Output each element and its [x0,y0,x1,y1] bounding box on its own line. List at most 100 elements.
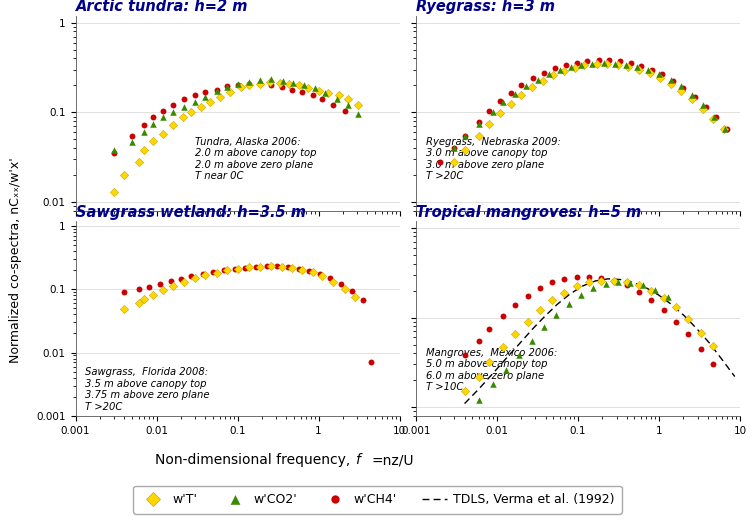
Text: Tropical mangroves: h=5 m: Tropical mangroves: h=5 m [416,204,641,219]
Point [133,285,145,293]
Point [697,101,709,110]
Point [686,95,698,103]
Point [356,295,368,304]
Point [644,69,656,77]
Point [656,70,668,79]
Point [571,272,583,281]
Point [483,358,495,366]
Point [546,278,558,287]
Point [143,282,155,291]
Point [599,280,612,288]
Point [515,91,527,99]
Point [670,318,682,326]
Point [199,271,211,280]
Point [178,278,190,286]
Point [513,351,525,359]
Point [342,95,354,103]
Point [646,295,658,304]
Point [190,98,202,107]
Point [558,275,570,283]
Point [165,277,177,285]
Point [221,83,233,92]
Point [167,282,179,290]
Point [190,91,202,99]
Point [677,84,689,93]
Point [473,118,485,126]
Point [520,82,532,90]
Point [707,114,720,123]
Point [178,103,190,111]
Point [167,108,179,116]
Point [710,113,723,122]
Point [510,330,522,338]
Point [325,274,337,282]
Point [505,100,517,108]
Point [622,63,634,71]
Point [487,380,499,388]
Point [265,81,277,89]
Point [569,63,581,72]
Point [633,66,645,74]
Point [559,61,572,69]
Point [167,121,179,129]
Point [229,265,241,273]
Point [199,93,211,101]
Text: Mangroves,  Mexico 2006:
5.0 m above canopy top
6.0 m above zero plane
T >10C: Mangroves, Mexico 2006: 5.0 m above cano… [426,348,557,393]
Point [631,63,643,71]
Point [581,57,593,65]
Point [327,101,339,110]
Point [339,285,351,293]
Point [721,125,733,134]
Point [346,287,358,295]
Point [473,132,485,140]
Point [167,100,179,109]
Point [661,293,673,302]
Point [537,76,549,85]
Point [298,81,310,89]
Point [138,295,150,303]
Point [554,66,566,74]
Point [448,144,461,152]
Point [232,81,244,89]
Point [138,146,150,154]
Point [339,107,351,115]
Point [510,89,522,98]
Point [232,265,244,273]
Point [525,83,538,92]
Point [664,80,676,88]
Point [307,268,319,277]
Point [534,283,546,292]
Text: Sawgrass,  Florida 2008:
3.5 m above canopy top
3.75 m above zero plane
T >20C: Sawgrass, Florida 2008: 3.5 m above cano… [85,367,210,412]
Point [458,146,470,154]
Point [558,289,570,297]
Point [621,281,633,290]
Point [595,277,607,285]
Point [571,282,583,290]
Point [133,299,145,307]
Point [612,61,624,70]
Point [119,288,131,296]
Point [473,336,485,345]
Point [653,70,665,79]
Point [708,112,720,121]
Point [473,120,485,128]
Point [243,263,255,271]
Point [500,366,512,374]
Point [353,110,365,119]
Point [683,330,695,339]
Point [624,278,636,287]
Point [636,281,649,289]
Point [695,329,707,337]
Point [196,270,208,278]
Point [655,73,667,82]
Point [342,101,354,110]
Point [365,358,378,367]
Point [293,81,305,89]
Point [195,103,207,111]
Point [316,272,328,280]
Point [223,87,236,96]
Point [333,91,345,99]
Point [473,396,485,405]
Point [243,81,255,89]
Point [608,277,620,285]
